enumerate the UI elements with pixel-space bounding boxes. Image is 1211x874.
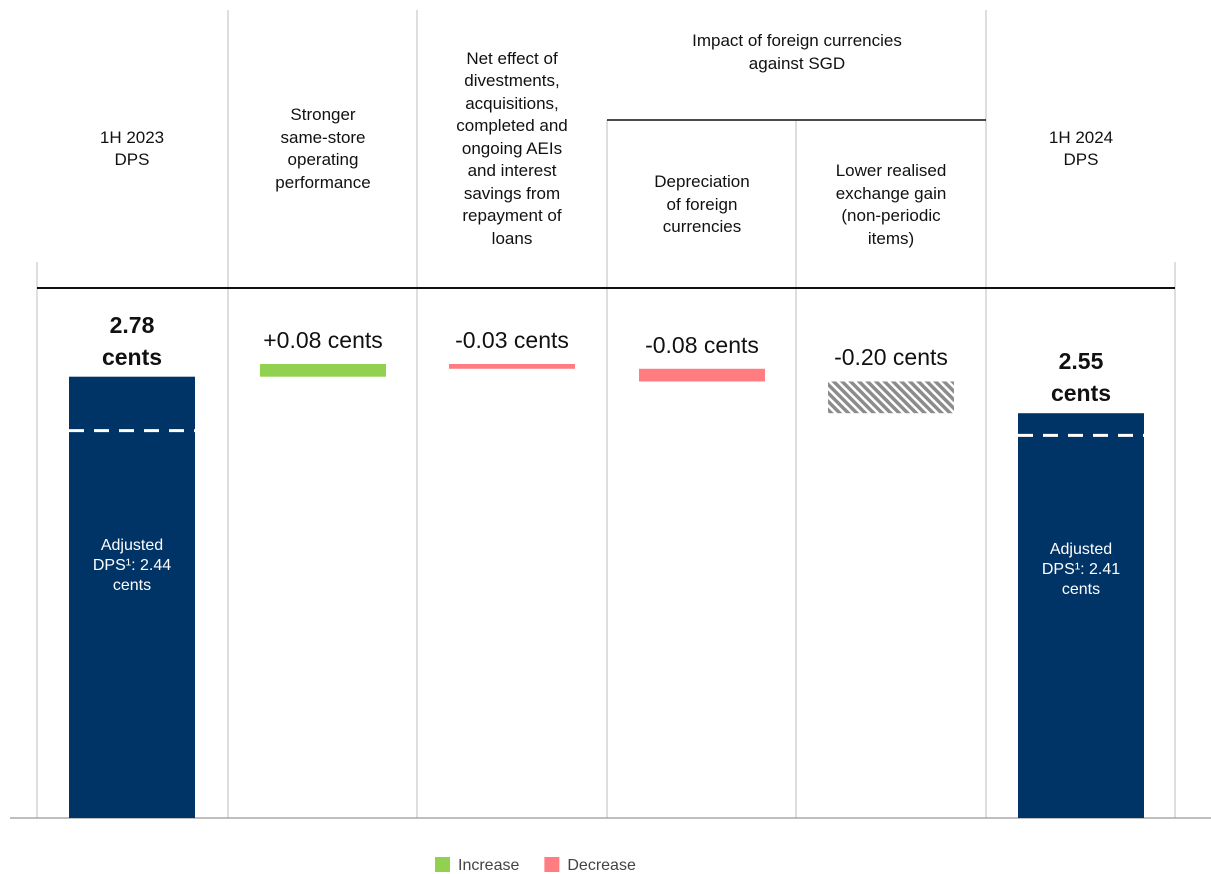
bar xyxy=(828,381,954,414)
category-line: DPS xyxy=(1063,150,1099,169)
category-label: Lower realised exchange gain (non-periodic… xyxy=(798,122,984,288)
category-line: performance xyxy=(275,172,371,192)
category-line: currencies xyxy=(662,217,742,237)
value-label: 2.78 cents xyxy=(101,311,163,370)
category-line: operating xyxy=(287,150,359,169)
bar xyxy=(449,364,575,369)
category-label: Depreciation of foreign currencies xyxy=(609,122,795,288)
value-label: +0.08 cents xyxy=(263,327,383,353)
legend-label: Decrease xyxy=(567,857,636,874)
value-label: -0.03 cents xyxy=(455,327,569,353)
label-box: Net effect of divestments,acquisitions, co… xyxy=(419,10,605,288)
category-line: and interest xyxy=(467,161,557,181)
bar xyxy=(1018,413,1144,818)
category-label: Net effect of divestments, acquisitions, co… xyxy=(419,10,605,288)
value-label: -0.20 cents xyxy=(834,344,948,371)
label-box: Lower realised exchange gain (non-periodic… xyxy=(798,122,984,288)
legend-swatch xyxy=(544,857,560,872)
category-line: 1H 2023 xyxy=(99,127,165,147)
label-box: 1H 2024 DPS xyxy=(988,10,1174,288)
label-box: Impact of foreign currencies against SGD xyxy=(607,30,987,120)
grid-frame xyxy=(10,10,1211,819)
category-line: DPS xyxy=(114,150,150,169)
category-line: savings from xyxy=(463,183,561,203)
category-line: exchange gain xyxy=(835,183,947,203)
bar xyxy=(260,364,386,377)
value-label: -0.08 cents xyxy=(645,331,759,358)
category-line: completed and xyxy=(456,116,568,136)
adjusted-box: Adjusted DPS¹: 2.41 cents xyxy=(1018,540,1144,620)
label-box: 2.55 cents xyxy=(1050,348,1112,407)
category-line: divestments, xyxy=(464,71,560,91)
label-box: Adjusted DPS¹: 2.44 cents xyxy=(69,536,195,616)
category-line: Stronger xyxy=(290,105,356,124)
category-label: 1H 2024 DPS xyxy=(988,10,1174,288)
category-line: acquisitions, xyxy=(465,93,559,113)
category-line: repayment of xyxy=(462,206,562,226)
group-header-line: Impact of foreign currencies xyxy=(692,31,902,50)
category-line: (non-periodic xyxy=(841,206,941,225)
label-box: -0.08 cents xyxy=(645,331,759,358)
category-line: Net effect of xyxy=(466,48,558,68)
category-line: Lower realised xyxy=(835,161,947,180)
label-box: -0.20 cents xyxy=(834,344,948,371)
label-box: 2.78 cents xyxy=(101,311,163,370)
category-line: Depreciation xyxy=(654,172,750,192)
label-box: Adjusted DPS¹: 2.41 cents xyxy=(1018,540,1144,620)
label-box: +0.08 cents xyxy=(263,327,383,353)
label-box: 1H 2023 DPS xyxy=(39,10,225,288)
category-line: same-store xyxy=(280,127,366,147)
bar xyxy=(639,368,765,382)
category-label: Stronger same-store operating performance xyxy=(230,10,416,288)
category-line: ongoing AEIs xyxy=(461,138,563,158)
legend-swatch xyxy=(435,857,450,872)
category-line: items) xyxy=(867,228,915,248)
adjusted-label: Adjusted DPS¹: 2.41 cents xyxy=(1041,541,1121,599)
adjusted-label: Adjusted DPS¹: 2.44 cents xyxy=(92,536,172,594)
category-line: 1H 2024 xyxy=(1048,127,1114,147)
group-header: Impact of foreign currencies against SGD xyxy=(607,30,987,120)
label-box: Stronger same-store operating performance xyxy=(230,10,416,288)
category-label: 1H 2023 DPS xyxy=(39,10,225,288)
group-header-line: against SGD xyxy=(748,53,846,73)
adjusted-box: Adjusted DPS¹: 2.44 cents xyxy=(69,536,195,616)
bar xyxy=(69,376,195,818)
value-label: 2.55 cents xyxy=(1050,348,1112,407)
category-line: of foreign xyxy=(666,194,738,214)
label-box: -0.03 cents xyxy=(455,327,569,353)
category-line: loans xyxy=(491,228,533,248)
legend-label: Increase xyxy=(458,857,519,874)
